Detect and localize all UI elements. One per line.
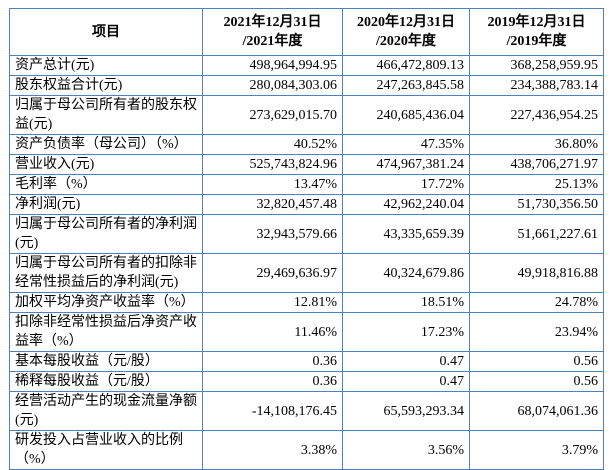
value-2019: 23.94% <box>469 312 604 352</box>
value-2020: 65,593,293.34 <box>342 391 470 431</box>
table-row-total-assets: 资产总计(元) 498,964,994.95 466,472,809.13 36… <box>9 55 604 76</box>
row-label: 研发投入占营业收入的比例（%） <box>9 430 203 470</box>
value-2021: 498,964,994.95 <box>202 55 343 76</box>
value-2021: 32,820,457.48 <box>202 194 343 215</box>
value-2021: 273,629,015.70 <box>202 95 343 135</box>
value-2019: 0.56 <box>469 371 604 392</box>
row-label: 毛利率（%） <box>9 174 203 195</box>
table-row-total-equity: 股东权益合计(元) 280,084,303.06 247,263,845.58 … <box>9 75 604 96</box>
value-2019: 51,661,227.61 <box>469 214 604 254</box>
row-label: 稀释每股收益（元/股） <box>9 371 203 392</box>
table-row-parent-net-profit-excl-nonrecurring: 归属于母公司所有者的扣除非经常性损益后的净利润(元) 29,469,636.97… <box>9 253 604 293</box>
row-label: 扣除非经常性损益后净资产收益率（%） <box>9 312 203 352</box>
column-header-2020: 2020年12月31日 /2020年度 <box>342 8 470 56</box>
value-2020: 43,335,659.39 <box>342 214 470 254</box>
column-header-2021: 2021年12月31日 /2021年度 <box>202 8 343 56</box>
value-2021: 32,943,579.66 <box>202 214 343 254</box>
value-2021: 0.36 <box>202 371 343 392</box>
value-2019: 368,258,959.95 <box>469 55 604 76</box>
value-2021: 29,469,636.97 <box>202 253 343 293</box>
row-label: 股东权益合计(元) <box>9 75 203 96</box>
value-2021: 13.47% <box>202 174 343 195</box>
value-2019: 25.13% <box>469 174 604 195</box>
row-label: 资产总计(元) <box>9 55 203 76</box>
value-2020: 0.47 <box>342 351 470 372</box>
column-header-item: 项目 <box>9 8 203 56</box>
table-row-rd-expense-ratio: 研发投入占营业收入的比例（%） 3.38% 3.56% 3.79% <box>9 430 604 470</box>
value-2021: -14,108,176.45 <box>202 391 343 431</box>
value-2021: 3.38% <box>202 430 343 470</box>
value-2020: 47.35% <box>342 134 470 155</box>
value-2019: 24.78% <box>469 292 604 313</box>
table-row-gross-margin: 毛利率（%） 13.47% 17.72% 25.13% <box>9 174 604 195</box>
value-2020: 17.23% <box>342 312 470 352</box>
table-row-weighted-avg-roe: 加权平均净资产收益率（%） 12.81% 18.51% 24.78% <box>9 292 604 313</box>
value-2020: 247,263,845.58 <box>342 75 470 96</box>
value-2021: 280,084,303.06 <box>202 75 343 96</box>
value-2019: 51,730,356.50 <box>469 194 604 215</box>
value-2021: 12.81% <box>202 292 343 313</box>
row-label: 基本每股收益（元/股） <box>9 351 203 372</box>
value-2021: 0.36 <box>202 351 343 372</box>
row-label: 净利润(元) <box>9 194 203 215</box>
value-2020: 0.47 <box>342 371 470 392</box>
value-2019: 36.80% <box>469 134 604 155</box>
value-2019: 3.79% <box>469 430 604 470</box>
header-row: 项目 2021年12月31日 /2021年度 2020年12月31日 /2020… <box>9 8 604 56</box>
row-label: 归属于母公司所有者的股东权益(元) <box>9 95 203 135</box>
value-2019: 234,388,783.14 <box>469 75 604 96</box>
value-2019: 49,918,816.88 <box>469 253 604 293</box>
value-2019: 227,436,954.25 <box>469 95 604 135</box>
value-2019: 68,074,061.36 <box>469 391 604 431</box>
value-2020: 17.72% <box>342 174 470 195</box>
value-2020: 240,685,436.04 <box>342 95 470 135</box>
value-2021: 40.52% <box>202 134 343 155</box>
financial-summary-table: 项目 2021年12月31日 /2021年度 2020年12月31日 /2020… <box>9 8 604 470</box>
column-header-2019: 2019年12月31日 /2019年度 <box>469 8 604 56</box>
row-label: 经营活动产生的现金流量净额(元) <box>9 391 203 431</box>
row-label: 归属于母公司所有者的净利润(元) <box>9 214 203 254</box>
table-row-basic-eps: 基本每股收益（元/股） 0.36 0.47 0.56 <box>9 351 604 372</box>
table-row-revenue: 营业收入(元) 525,743,824.96 474,967,381.24 43… <box>9 154 604 175</box>
value-2019: 438,706,271.97 <box>469 154 604 175</box>
value-2020: 40,324,679.86 <box>342 253 470 293</box>
table-row-debt-ratio: 资产负债率（母公司）（%） 40.52% 47.35% 36.80% <box>9 134 604 155</box>
table-row-diluted-eps: 稀释每股收益（元/股） 0.36 0.47 0.56 <box>9 371 604 392</box>
value-2020: 18.51% <box>342 292 470 313</box>
value-2020: 3.56% <box>342 430 470 470</box>
row-label: 营业收入(元) <box>9 154 203 175</box>
row-label: 加权平均净资产收益率（%） <box>9 292 203 313</box>
table-row-net-profit: 净利润(元) 32,820,457.48 42,962,240.04 51,73… <box>9 194 604 215</box>
table-row-operating-cash-flow: 经营活动产生的现金流量净额(元) -14,108,176.45 65,593,2… <box>9 391 604 431</box>
value-2019: 0.56 <box>469 351 604 372</box>
row-label: 归属于母公司所有者的扣除非经常性损益后的净利润(元) <box>9 253 203 293</box>
value-2020: 474,967,381.24 <box>342 154 470 175</box>
value-2021: 525,743,824.96 <box>202 154 343 175</box>
value-2021: 11.46% <box>202 312 343 352</box>
table-row-parent-equity: 归属于母公司所有者的股东权益(元) 273,629,015.70 240,685… <box>9 95 604 135</box>
table-row-parent-net-profit: 归属于母公司所有者的净利润(元) 32,943,579.66 43,335,65… <box>9 214 604 254</box>
table-row-roe-excl-nonrecurring: 扣除非经常性损益后净资产收益率（%） 11.46% 17.23% 23.94% <box>9 312 604 352</box>
value-2020: 466,472,809.13 <box>342 55 470 76</box>
row-label: 资产负债率（母公司）（%） <box>9 134 203 155</box>
value-2020: 42,962,240.04 <box>342 194 470 215</box>
